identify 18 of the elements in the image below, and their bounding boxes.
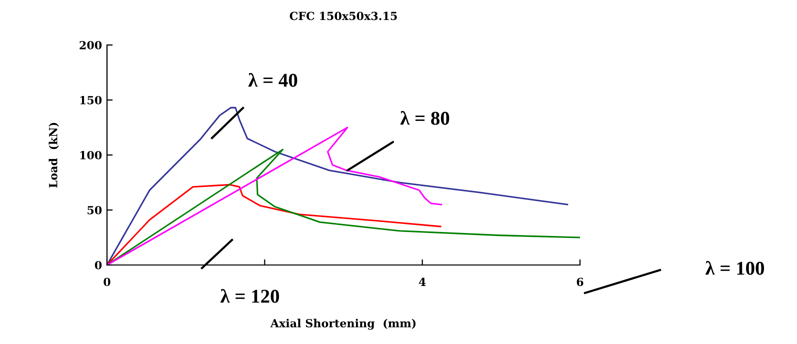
y-tick-label: 200 [80,40,102,50]
y-tick-label: 100 [80,150,102,160]
text: λ = 100 [705,260,764,275]
y-tick-label: 50 [88,206,102,214]
y-tick-label: 0 [94,260,102,270]
x-tick-label: 6 [576,278,584,286]
x-axis-title: Axial Shortening (mm) [270,318,416,330]
annotation: λ = 80 [400,110,450,125]
y-axis-title: Load (kN) [48,122,59,188]
y-tick-label: 150 [80,96,102,104]
annotation: λ = 40 [248,72,298,87]
chart-title: CFC 150x50x3.15 [290,12,397,20]
line-series [107,126,442,265]
x-tick-label: 0 [104,278,110,286]
line-series [107,106,568,265]
x-tick-label: 4 [418,278,426,286]
text: λ = 120 [220,288,280,303]
line-series [107,184,442,265]
